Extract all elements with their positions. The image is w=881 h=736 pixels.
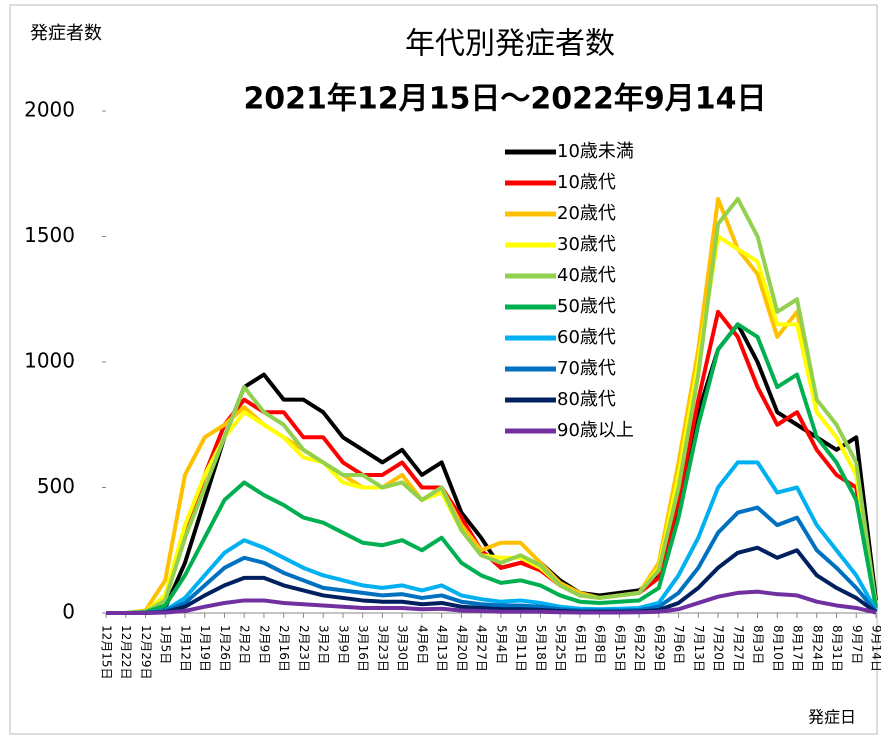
- x-tick-label: 9月7日: [850, 625, 864, 664]
- x-tick-label: 1月5日: [159, 625, 173, 664]
- x-tick-label: 4月27日: [475, 625, 489, 672]
- x-tick-label: 8月24日: [810, 625, 824, 672]
- y-tick-label: 2000: [24, 98, 75, 122]
- x-tick-label: 5月11日: [514, 625, 528, 672]
- series-line: [106, 460, 878, 615]
- x-tick-label: 8月31日: [830, 625, 844, 672]
- y-tick-label: 500: [37, 474, 75, 498]
- x-tick-label: 12月15日: [100, 625, 114, 680]
- x-tick-label: 6月8日: [593, 625, 607, 664]
- x-tick-label: 2月9日: [257, 625, 271, 664]
- legend-label: 70歳代: [557, 358, 616, 379]
- y-axis-label: 発症者数: [30, 23, 102, 44]
- series-line: [106, 196, 878, 615]
- x-tick-label: 12月29日: [139, 625, 153, 680]
- y-tick-label: 1500: [24, 223, 75, 247]
- x-tick-label: 3月9日: [336, 625, 350, 664]
- series-line: [106, 545, 878, 615]
- x-tick-label: 6月29日: [652, 625, 666, 672]
- x-tick-label: 2月23日: [297, 625, 311, 672]
- legend-label: 80歳代: [557, 389, 616, 410]
- x-tick-label: 3月2日: [317, 625, 331, 664]
- x-tick-label: 7月20日: [712, 625, 726, 672]
- x-tick-label: 7月27日: [731, 625, 745, 672]
- x-tick-label: 2月2日: [238, 625, 252, 664]
- series-line: [106, 234, 878, 615]
- x-tick-label: 6月1日: [573, 625, 587, 664]
- legend-label: 60歳代: [557, 327, 616, 348]
- series-line: [106, 589, 877, 615]
- x-tick-label: 4月20日: [455, 625, 469, 672]
- x-tick-label: 7月13日: [692, 625, 706, 672]
- x-tick-label: 5月4日: [494, 625, 508, 664]
- legend-label: 20歳代: [557, 203, 616, 224]
- x-tick-label: 8月17日: [791, 625, 805, 672]
- chart-title: 年代別発症者数: [405, 27, 615, 62]
- x-tick-label: 7月6日: [672, 625, 686, 664]
- x-axis-label: 発症日: [808, 708, 856, 727]
- series-line: [106, 322, 878, 615]
- x-tick-label: 1月12日: [178, 625, 192, 672]
- x-tick-label: 12月22日: [119, 625, 133, 680]
- legend-label: 30歳代: [557, 234, 616, 255]
- legend-label: 10歳未満: [557, 141, 634, 162]
- x-tick-label: 4月6日: [415, 625, 429, 664]
- x-tick-label: 8月3日: [751, 625, 765, 664]
- y-tick-label: 1000: [24, 349, 75, 373]
- x-tick-label: 3月23日: [376, 625, 390, 672]
- legend-label: 50歳代: [557, 296, 616, 317]
- chart-border: [9, 4, 878, 735]
- x-tick-label: 1月26日: [218, 625, 232, 672]
- x-tick-label: 2月16日: [277, 625, 291, 672]
- y-tick-label: 0: [62, 600, 75, 624]
- x-tick-label: 3月16日: [356, 625, 370, 672]
- x-tick-label: 5月18日: [534, 625, 548, 672]
- x-tick-label: 1月19日: [198, 625, 212, 672]
- x-tick-label: 3月30日: [396, 625, 410, 672]
- x-tick-label: 5月25日: [554, 625, 568, 672]
- x-tick-label: 6月15日: [613, 625, 627, 672]
- legend-label: 90歳以上: [557, 420, 634, 441]
- x-tick-label: 9月14日: [870, 625, 881, 672]
- x-tick-label: 8月10日: [771, 625, 785, 672]
- legend-label: 40歳代: [557, 265, 616, 286]
- chart-subtitle: 2021年12月15日～2022年9月14日: [243, 82, 766, 117]
- legend-label: 10歳代: [557, 172, 616, 193]
- x-tick-label: 4月13日: [435, 625, 449, 672]
- x-tick-label: 6月22日: [633, 625, 647, 672]
- series-line: [106, 505, 878, 615]
